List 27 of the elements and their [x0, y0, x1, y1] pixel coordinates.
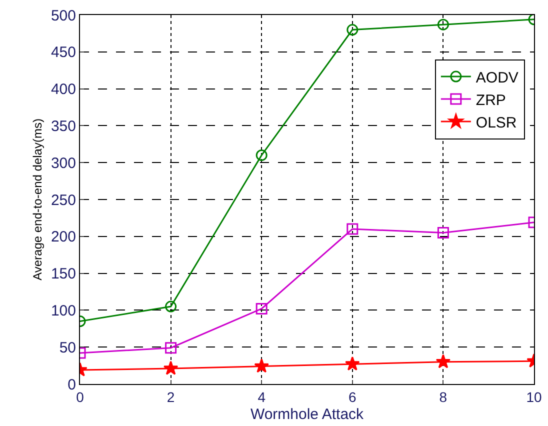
point: [256, 302, 268, 314]
x-tick-label: 10: [526, 388, 542, 405]
y-tick-label: 350: [50, 118, 76, 135]
legend-label: AODV: [476, 69, 518, 86]
y-tick-label: 500: [50, 7, 76, 24]
y-tick-label: 100: [50, 302, 76, 320]
x-tick-label: 4: [258, 388, 266, 405]
y-tick-label: 250: [50, 192, 76, 209]
y-tick-label: 200: [50, 228, 76, 246]
y-tick-label: 150: [50, 266, 76, 283]
x-tick-label: 6: [348, 388, 356, 405]
point: [346, 24, 358, 36]
y-tick-label: 450: [50, 44, 76, 62]
x-tick-label: 2: [166, 388, 175, 405]
y-tick-label: 0: [68, 376, 76, 394]
point: [344, 356, 360, 370]
legend-label: OLSR: [476, 114, 517, 132]
point: [346, 223, 358, 235]
x-axis-title: Wormhole Attack: [250, 406, 364, 423]
legend-label: ZRP: [476, 92, 506, 109]
y-tick-label: 50: [59, 339, 76, 356]
x-tick-label: 8: [439, 388, 448, 405]
y-tick-label: 300: [50, 154, 76, 172]
point: [254, 358, 270, 373]
point: [256, 149, 268, 161]
y-tick-label: 400: [50, 81, 76, 98]
y-axis-title: Average end-to-end delay(ms): [30, 118, 44, 280]
